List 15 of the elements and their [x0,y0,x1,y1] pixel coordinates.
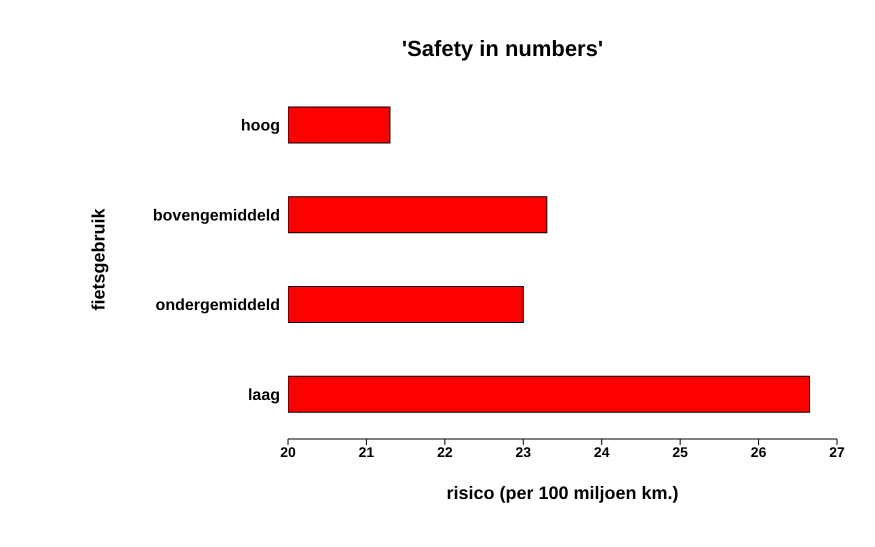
y-tick-label: hoog [240,118,280,135]
y-tick-label: laag [248,386,280,404]
y-tick-label: ondergemiddeld [156,297,280,314]
x-tick-label: 22 [437,444,453,460]
x-tick-label: 23 [515,444,532,460]
chart-title: 'Safety in numbers' [400,36,604,62]
x-tick-label: 20 [280,444,296,460]
y-tick-label: bovengemiddeld [152,207,280,224]
x-axis-title: risico (per 100 miljoen km.) [446,483,679,503]
y-axis-title: fietsgebruik [88,208,108,311]
x-tick-label: 24 [594,444,610,460]
x-tick-label: 27 [829,444,845,460]
x-tick-label: 25 [672,444,688,460]
x-tick-label: 21 [358,444,374,460]
x-tick-label: 26 [750,444,767,460]
